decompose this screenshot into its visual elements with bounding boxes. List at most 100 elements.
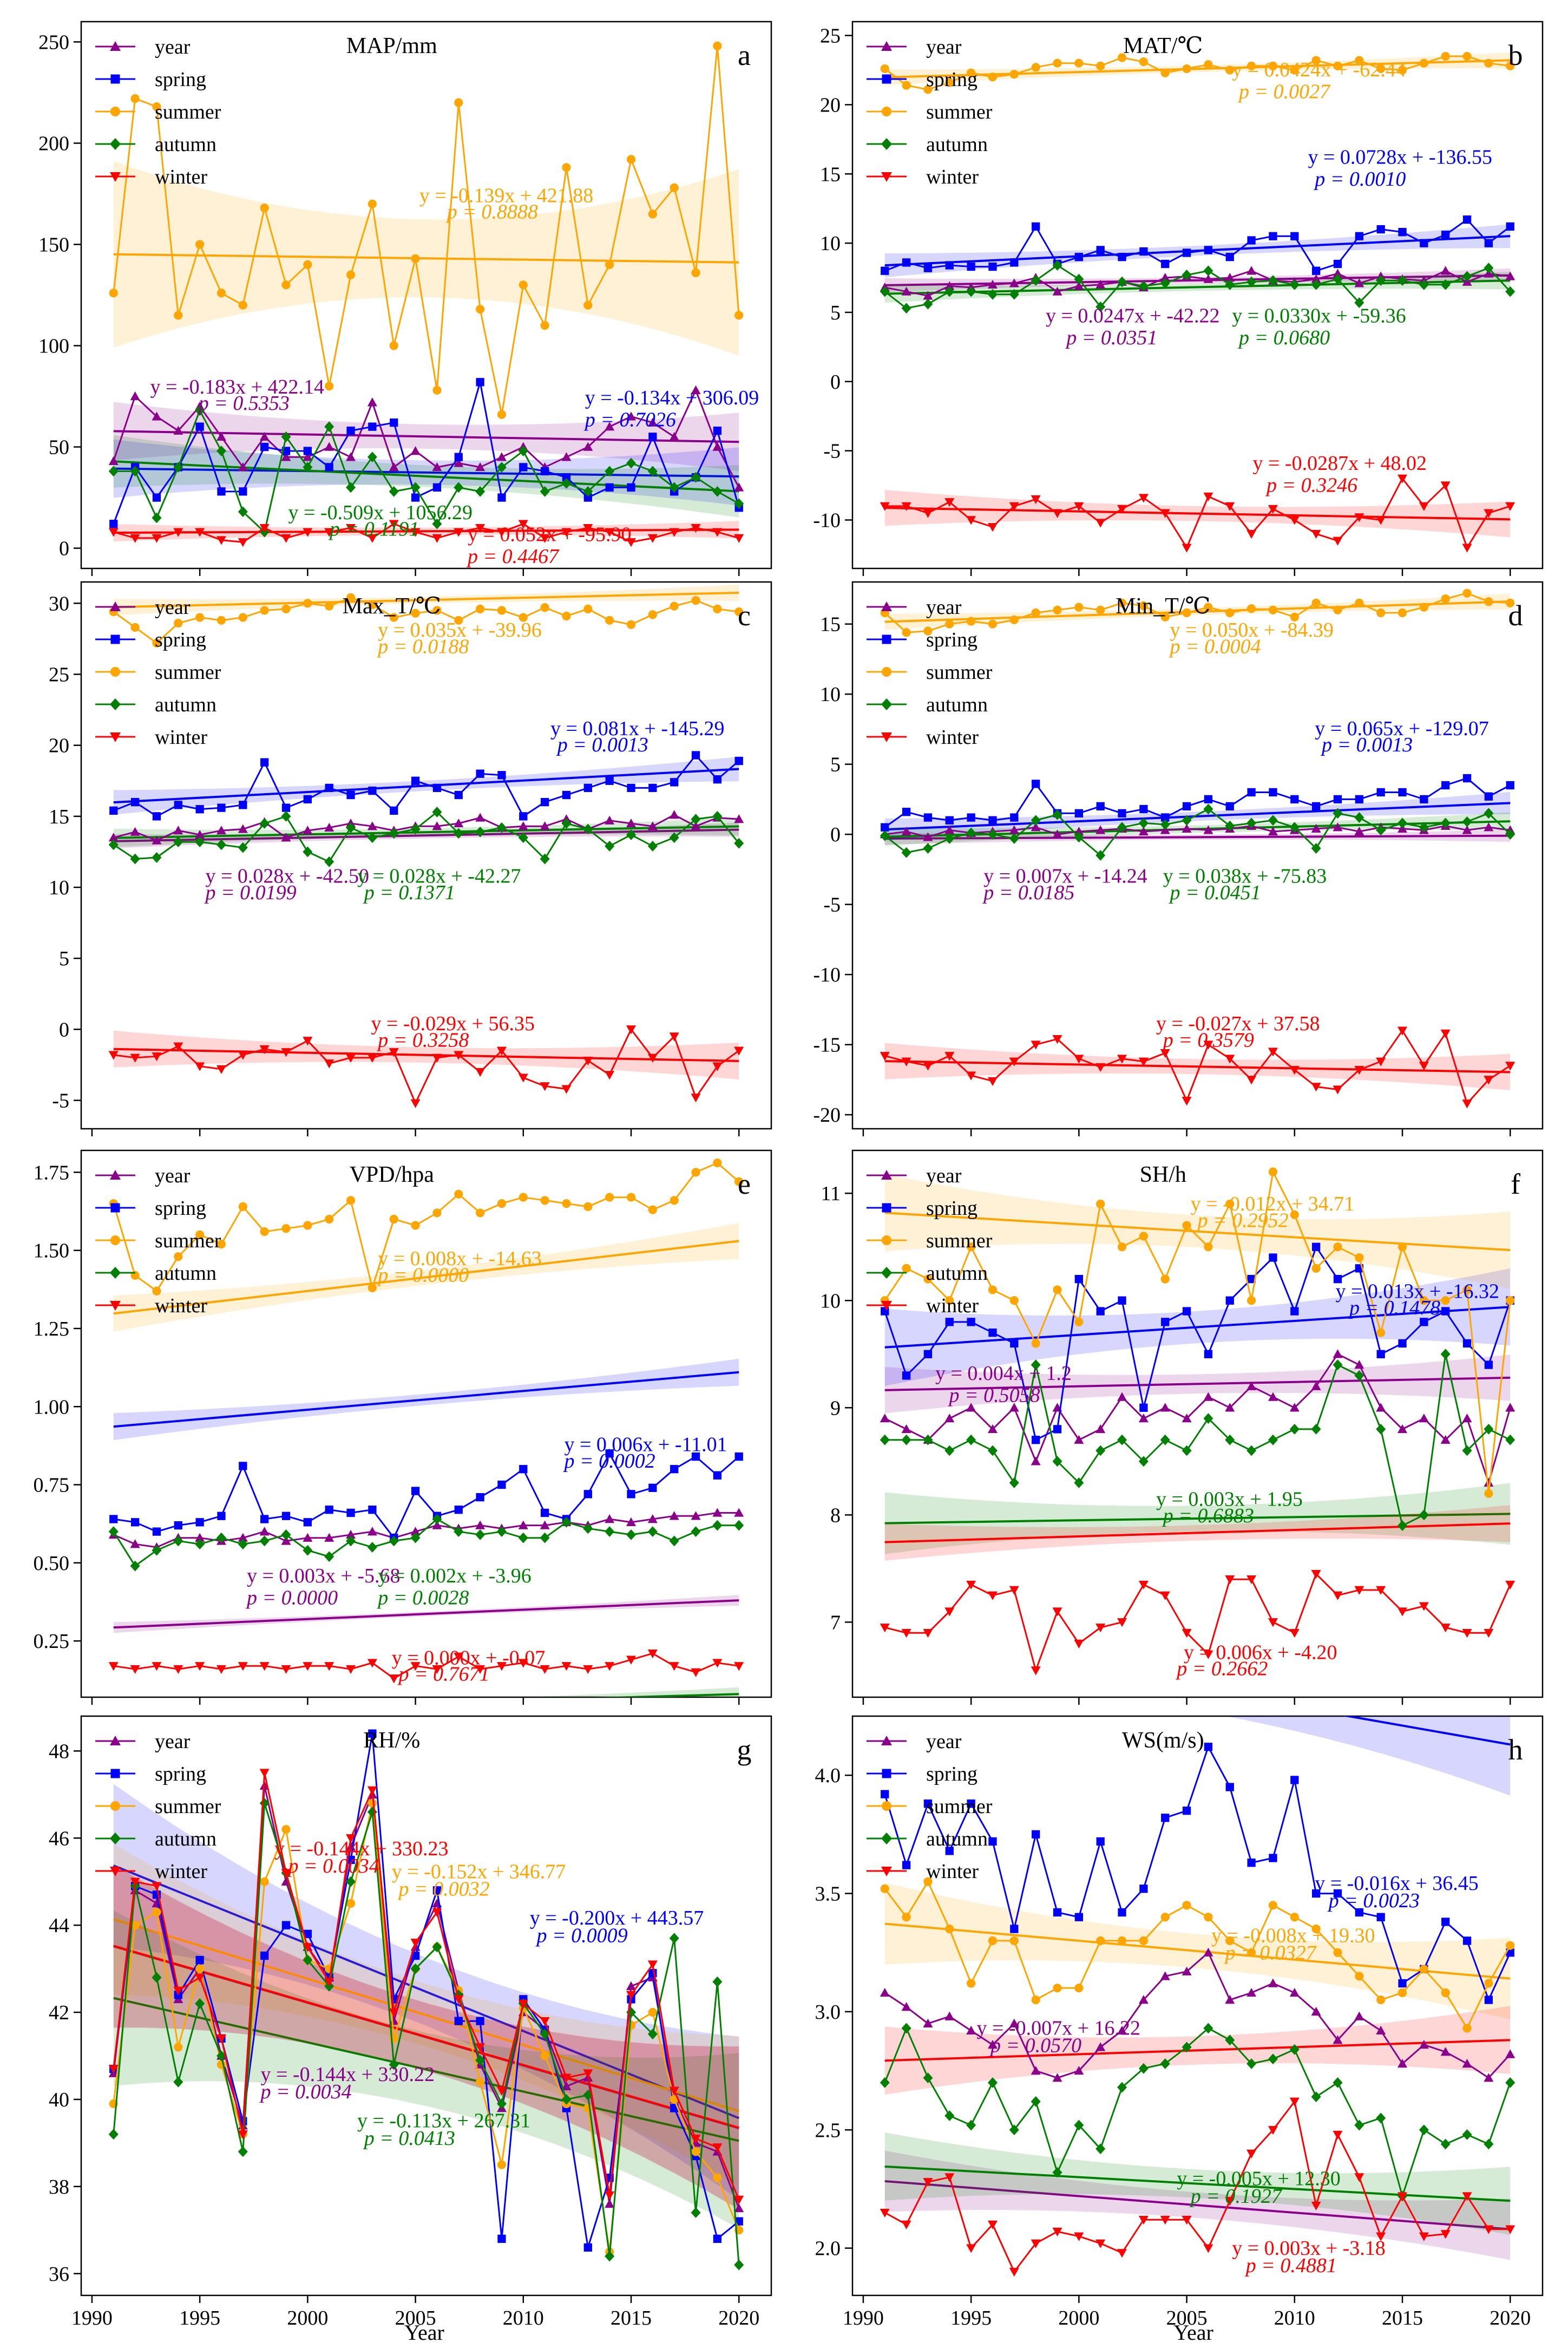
data-point-summer: [497, 1199, 507, 1208]
data-point-winter: [691, 2135, 701, 2144]
p-value-winter: p = 0.3258: [376, 1029, 469, 1052]
data-point-year: [1440, 2047, 1451, 2056]
p-value-winter: p = 0.4881: [1244, 2254, 1337, 2277]
data-point-year: [1160, 1403, 1170, 1412]
data-point-spring: [1290, 232, 1299, 240]
data-point-winter: [389, 520, 399, 529]
data-point-year: [475, 813, 486, 822]
data-point-summer: [1268, 605, 1278, 614]
data-point-spring: [368, 1729, 377, 1738]
data-point-winter: [367, 1659, 377, 1668]
data-point-autumn: [987, 289, 998, 300]
p-value-autumn: p = 0.1927: [1189, 2185, 1283, 2208]
data-point-autumn: [923, 298, 933, 310]
y-tick-label: 0.25: [34, 1630, 70, 1653]
data-point-year: [901, 826, 911, 836]
data-point-autumn: [1333, 808, 1343, 819]
data-point-autumn: [880, 1434, 890, 1445]
data-point-year: [1440, 1435, 1451, 1444]
data-point-year: [987, 1424, 998, 1434]
data-point-autumn: [944, 833, 955, 844]
data-point-year: [1398, 1424, 1408, 1434]
panel-letter: a: [738, 39, 751, 71]
data-point-summer: [967, 1979, 976, 1988]
data-point-winter: [475, 1665, 486, 1674]
y-tick-label: -10: [813, 509, 841, 532]
data-point-winter: [1268, 2126, 1278, 2135]
data-point-summer: [1419, 1965, 1428, 1974]
data-point-spring: [1074, 809, 1084, 817]
data-point-summer: [583, 300, 593, 310]
data-point-winter: [626, 538, 637, 547]
data-point-winter: [1095, 519, 1106, 528]
data-point-summer: [1506, 598, 1515, 607]
data-point-winter: [605, 2191, 615, 2200]
data-point-year: [389, 2016, 399, 2025]
data-point-summer: [1376, 64, 1386, 74]
data-point-winter: [1246, 1575, 1257, 1585]
data-point-spring: [130, 797, 140, 807]
data-point-autumn: [901, 2023, 911, 2034]
data-point-year: [1419, 2040, 1429, 2049]
data-point-winter: [518, 1074, 528, 1083]
data-point-summer: [497, 606, 507, 615]
data-point-spring: [1420, 239, 1428, 247]
data-point-spring: [1182, 1807, 1191, 1815]
data-point-summer: [1139, 1232, 1148, 1241]
data-point-autumn: [346, 1876, 356, 1887]
legend-marker-summer: [110, 1801, 120, 1811]
data-point-winter: [1311, 529, 1321, 539]
data-point-autumn: [238, 1539, 248, 1550]
legend-marker-summer: [882, 1801, 891, 1811]
data-point-summer: [1462, 588, 1472, 598]
panel-frame: [80, 1715, 772, 2296]
series-line-summer: [884, 1169, 1511, 1494]
data-point-autumn: [923, 2072, 933, 2084]
data-point-winter: [1095, 2239, 1106, 2248]
data-point-autumn: [173, 2076, 183, 2088]
data-point-autumn: [475, 2054, 486, 2066]
data-point-autumn: [691, 1526, 701, 1537]
data-point-winter: [1074, 1639, 1084, 1648]
data-point-summer: [1247, 604, 1256, 613]
data-point-winter: [281, 534, 291, 543]
data-point-autumn: [195, 1539, 205, 1550]
data-point-spring: [648, 1483, 657, 1492]
data-point-spring: [1161, 1814, 1170, 1822]
data-point-autumn: [691, 814, 701, 825]
panel-title: RH/%: [363, 1728, 420, 1753]
data-point-autumn: [987, 1445, 998, 1456]
data-point-spring: [432, 483, 442, 492]
panel-letter: h: [1508, 1733, 1523, 1766]
data-point-year: [605, 2199, 615, 2208]
data-point-autumn: [1484, 2138, 1494, 2150]
data-point-summer: [1204, 60, 1213, 69]
series-line-year: [113, 814, 739, 842]
data-point-summer: [562, 163, 571, 172]
panel-a: 0 50 100 150 200 250 MAP/mm a year spring summer au…: [38, 21, 772, 576]
data-point-summer: [281, 1825, 291, 1834]
regression-equation-winter: y = 0.000x + -0.07: [392, 1646, 546, 1669]
regression-equation-summer: y = 0.035x + -39.96: [378, 619, 542, 642]
series-line-year: [884, 825, 1511, 838]
legend-marker-winter: [881, 172, 892, 182]
data-point-winter: [923, 1628, 933, 1638]
legend-label-summer: summer: [155, 1795, 221, 1818]
data-point-spring: [152, 1527, 161, 1536]
data-point-autumn: [626, 1529, 637, 1540]
data-point-winter: [1505, 1580, 1515, 1590]
y-tick-label: 1.75: [34, 1161, 70, 1184]
data-point-winter: [1246, 529, 1257, 539]
data-point-winter: [1398, 474, 1408, 483]
data-point-year: [1009, 825, 1019, 834]
data-point-autumn: [987, 2077, 998, 2088]
data-point-spring: [195, 805, 204, 814]
data-point-summer: [1009, 1936, 1019, 1945]
data-point-spring: [346, 790, 355, 800]
y-tick-label: 30: [49, 592, 69, 615]
data-point-spring: [988, 816, 997, 825]
data-point-summer: [1484, 1979, 1493, 1988]
y-tick-label: 0.50: [34, 1552, 70, 1575]
p-value-summer: p = 0.8888: [445, 201, 538, 224]
data-point-summer: [519, 280, 528, 290]
